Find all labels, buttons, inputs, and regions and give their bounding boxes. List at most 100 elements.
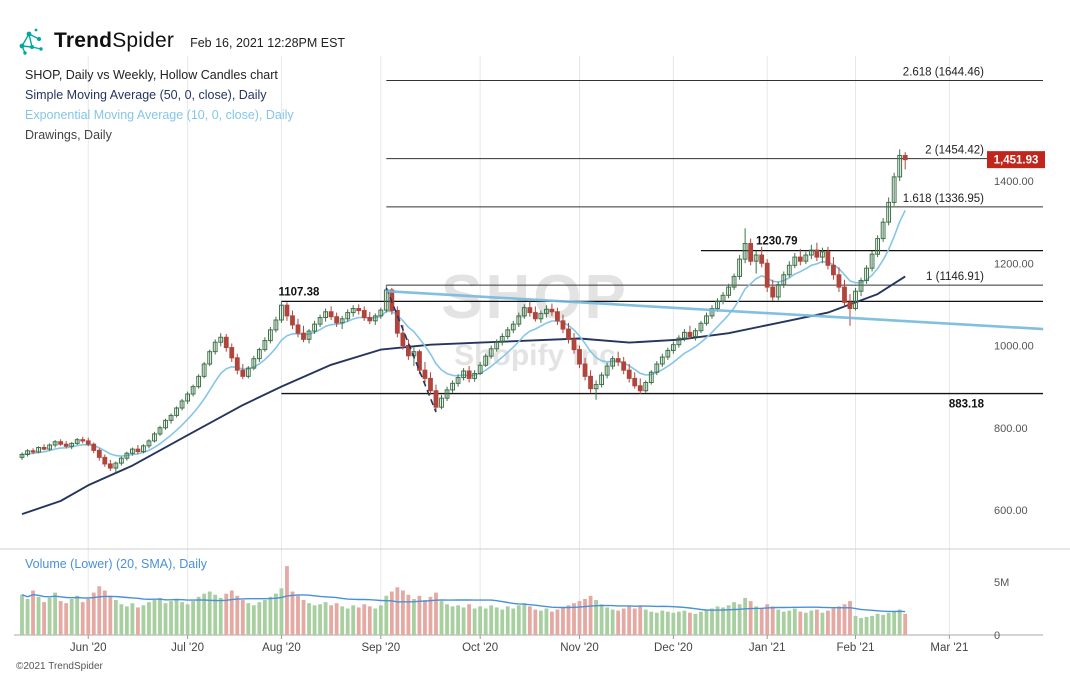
candle-body <box>201 363 207 377</box>
volume-bar <box>710 608 714 635</box>
candle-body <box>152 433 157 442</box>
volume-bar <box>235 595 240 635</box>
legend-sma[interactable]: Simple Moving Average (50, 0, close), Da… <box>25 88 267 102</box>
volume-bar <box>814 609 819 635</box>
volume-bar <box>124 606 129 635</box>
volume-legend[interactable]: Volume (Lower) (20, SMA), Daily <box>25 557 208 571</box>
volume-bar <box>754 606 759 635</box>
candle-body <box>593 384 599 390</box>
price-axis-label: 1400.00 <box>994 176 1034 188</box>
candle-body <box>339 318 345 324</box>
candle-body <box>146 440 152 447</box>
volume-bar <box>279 588 284 635</box>
volume-bar <box>80 602 85 635</box>
volume-bar <box>533 609 538 635</box>
candle-body <box>102 456 108 465</box>
candle-body <box>654 363 660 373</box>
volume-bar <box>892 611 897 635</box>
volume-bar <box>274 593 278 635</box>
volume-bar <box>881 614 886 635</box>
candle-body <box>96 449 102 458</box>
candle-body <box>869 253 875 269</box>
candle-body <box>709 307 715 317</box>
volume-axis-label: 5M <box>994 577 1009 589</box>
volume-bar <box>737 604 742 635</box>
candle-body <box>648 371 654 384</box>
watermark-symbol: SHOP <box>441 263 629 332</box>
candle-body <box>742 243 748 260</box>
volume-bar <box>323 602 328 635</box>
volume-bar <box>627 606 632 635</box>
candle-body <box>698 322 704 332</box>
volume-bar <box>378 605 383 635</box>
trendspider-logo-icon[interactable] <box>16 26 46 56</box>
volume-bar <box>362 604 367 635</box>
volume-bar <box>886 612 891 635</box>
candle-body <box>753 254 759 262</box>
volume-bar <box>251 605 256 635</box>
volume-bar <box>505 606 510 635</box>
volume-bar <box>290 591 295 635</box>
candle-body <box>433 390 439 408</box>
candle-body <box>544 308 549 314</box>
candle-body <box>610 358 616 367</box>
volume-bar <box>688 612 692 635</box>
candle-body <box>422 369 428 379</box>
legend-drawings[interactable]: Drawings, Daily <box>25 128 112 142</box>
volume-bar <box>185 604 190 635</box>
candle-body <box>69 442 75 447</box>
volume-bar <box>671 612 676 635</box>
volume-bar <box>660 610 665 635</box>
legend-chart-title[interactable]: SHOP, Daily vs Weekly, Hollow Candles ch… <box>25 68 278 82</box>
candle-body <box>113 462 119 469</box>
candle-body <box>74 439 80 444</box>
volume-bar <box>191 601 196 635</box>
volume-bar <box>583 598 587 635</box>
volume-bar <box>676 611 681 635</box>
volume-bar <box>572 603 576 635</box>
candle-body <box>831 264 836 276</box>
volume-bar <box>643 609 648 635</box>
candle-body <box>886 201 892 223</box>
brand-name[interactable]: TrendSpider <box>54 29 174 53</box>
candle-body <box>720 294 726 302</box>
volume-bar <box>550 611 554 635</box>
volume-bar <box>130 603 135 635</box>
volume-bar <box>141 605 146 635</box>
volume-bar <box>577 601 582 635</box>
candle-body <box>317 317 323 325</box>
candle-body <box>306 330 312 340</box>
volume-bar <box>373 608 378 635</box>
candle-body <box>516 315 522 325</box>
candle-body <box>615 358 621 363</box>
volume-bar <box>682 610 687 635</box>
volume-bar <box>798 611 803 635</box>
volume-bar <box>147 602 151 635</box>
month-label: Oct '20 <box>462 642 498 654</box>
volume-bar <box>870 615 874 635</box>
candle-body <box>135 448 141 453</box>
volume-bar <box>169 601 173 635</box>
volume-bar <box>693 613 698 635</box>
volume-bar <box>296 595 300 635</box>
volume-bar <box>285 566 289 635</box>
volume-bar <box>196 596 201 635</box>
candle-body <box>185 393 190 402</box>
volume-bar <box>721 607 725 635</box>
candle-body <box>731 275 737 288</box>
volume-bar <box>848 601 852 635</box>
month-label: Sep '20 <box>361 642 400 654</box>
volume-bar <box>351 605 356 635</box>
volume-bar <box>456 605 460 635</box>
price-axis-label: 800.00 <box>994 423 1028 435</box>
volume-bar <box>412 598 416 635</box>
volume-axis-label: 0 <box>994 630 1000 642</box>
candle-body <box>775 284 781 298</box>
volume-bar <box>36 596 41 635</box>
volume-bar <box>875 613 880 635</box>
volume-bar <box>566 605 571 635</box>
legend-ema[interactable]: Exponential Moving Average (10, 0, close… <box>25 108 294 122</box>
candle-body <box>836 274 842 288</box>
